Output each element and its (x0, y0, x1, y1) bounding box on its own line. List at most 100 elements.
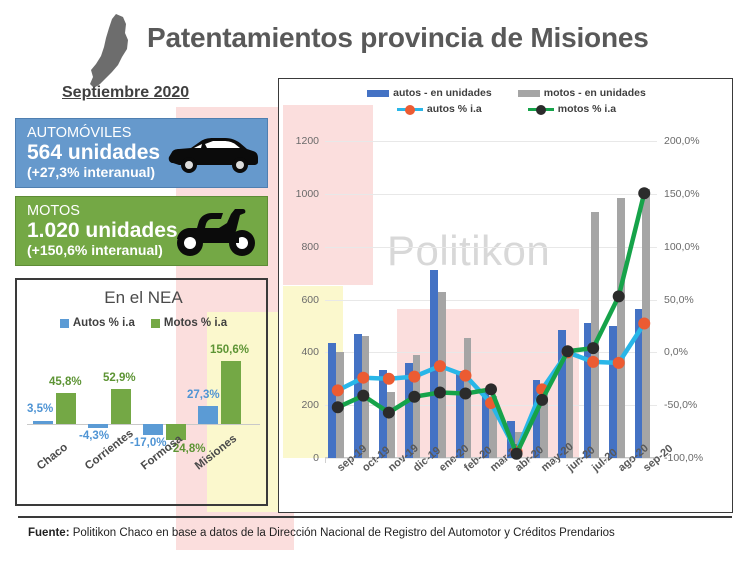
chart-line-series (331, 187, 651, 460)
chart-left-axis-tick: 400 (301, 346, 319, 359)
kpi-card-automoviles: AUTOMÓVILES 564 unidades (+27,3% interan… (15, 118, 268, 188)
nea-bar-autos-formosa (143, 424, 163, 435)
chart-legend-swatch-motos-line (527, 104, 554, 115)
nea-bar-motos-corrientes (111, 389, 131, 424)
nea-bar-autos-chaco (33, 421, 53, 424)
chart-bar-autos (634, 309, 643, 458)
kpi-motos-value: 1.020 unidades (27, 219, 178, 243)
chart-right-axis-tick: 50,0% (664, 293, 694, 306)
chart-left-axis-tick: 200 (301, 399, 319, 412)
nea-label-motos-chaco: 45,8% (49, 376, 82, 388)
nea-bar-autos-corrientes (88, 424, 108, 428)
chart-right-axis-tick: -100,0% (664, 452, 704, 464)
chart-bar-autos (532, 380, 541, 458)
chart-left-axis-tick: 800 (301, 240, 319, 253)
chart-legend-item-motos-unidades: motos - en unidades (517, 87, 646, 99)
nea-label-motos-corrientes: 52,9% (103, 372, 136, 384)
chart-left-axis-tick: 1200 (295, 135, 319, 147)
kpi-autos-change: (+27,3% interanual) (27, 164, 155, 181)
chart-legend-label-motos-ia: motos % i.a (557, 103, 617, 115)
chart-bar-autos (328, 343, 336, 458)
nea-label-autos-corrientes: -4,3% (79, 430, 110, 442)
chart-legend-label-autos-bar: autos - en unidades (393, 87, 492, 99)
chart-bar-autos (456, 370, 464, 458)
chart-gridline (325, 193, 657, 195)
nea-label-autos-misiones: 27,3% (187, 389, 220, 401)
chart-gridline (325, 352, 657, 354)
misiones-province-map-icon (82, 12, 140, 90)
chart-x-tick (452, 458, 454, 463)
nea-legend-swatch-motos (150, 318, 160, 328)
chart-legend-label-motos-bar: motos - en unidades (543, 87, 646, 99)
chart-left-axis-tick: 1000 (295, 187, 319, 200)
chart-x-tick (554, 458, 556, 463)
chart-bar-motos (438, 291, 446, 458)
chart-right-axis-tick: 200,0% (664, 135, 700, 147)
chart-bar-motos (412, 354, 421, 458)
page-subtitle: Septiembre 2020 (62, 84, 190, 101)
page-title: Patentamientos provincia de Misiones (147, 22, 649, 53)
chart-legend-swatch-autos-bar (367, 89, 390, 97)
kpi-card-motos: MOTOS 1.020 unidades (+150,6% interanual… (15, 196, 268, 266)
chart-legend-swatch-autos-line (396, 104, 423, 115)
kpi-motos-change: (+150,6% interanual) (27, 242, 163, 259)
chart-x-tick (529, 458, 531, 463)
car-icon (167, 135, 259, 175)
chart-x-tick (376, 458, 378, 463)
kpi-autos-value: 564 unidades (27, 141, 161, 165)
nea-panel: En el NEA Autos % i.a Motos % i.a 3,5% 4… (15, 278, 268, 506)
chart-x-tick (503, 458, 505, 463)
chart-legend-item-motos-ia: motos % i.a (527, 103, 617, 115)
chart-right-axis-tick: 0,0% (664, 346, 688, 359)
chart-gridline (325, 458, 657, 459)
chart-bar-autos (404, 362, 413, 458)
nea-label-autos-formosa: -17,0% (130, 437, 167, 449)
chart-gridline (325, 141, 657, 142)
kpi-autos-label: AUTOMÓVILES (27, 125, 132, 141)
chart-bar-autos (481, 391, 490, 458)
main-chart-panel: Politikon autos - en unidades motos - en… (278, 78, 733, 513)
nea-legend-label-motos: Motos % i.a (163, 317, 228, 329)
nea-bar-motos-formosa (166, 424, 186, 440)
chart-x-tick (350, 458, 352, 463)
chart-right-axis-tick: 100,0% (664, 240, 700, 253)
source-note: Fuente: Politikon Chaco en base a datos … (28, 527, 615, 539)
chart-legend-row-bars: autos - en unidades motos - en unidades (367, 87, 646, 99)
footer-divider (18, 516, 732, 518)
chart-gridline (325, 299, 657, 301)
chart-bar-motos (387, 391, 395, 458)
chart-x-tick (605, 458, 607, 463)
chart-plot-area: 1200 1000 800 600 400 200 0 200,0% 150,0% 100,0% 5… (296, 135, 703, 474)
chart-bar-motos (489, 395, 497, 458)
chart-right-axis-tick: 150,0% (664, 187, 700, 200)
chart-highlight-pink-top (283, 105, 373, 285)
chart-x-tick (325, 458, 326, 463)
chart-legend-row-lines: autos % i.a motos % i.a (396, 103, 617, 115)
scooter-icon (177, 205, 259, 260)
source-note-text: Politikon Chaco en base a datos de la Di… (69, 527, 615, 539)
chart-bar-autos (609, 325, 617, 458)
chart-legend: autos - en unidades motos - en unidades … (279, 87, 734, 115)
chart-legend-item-autos-ia: autos % i.a (396, 103, 482, 115)
nea-bar-motos-misiones (221, 361, 241, 424)
nea-label-motos-formosa: -24,8% (169, 443, 206, 455)
nea-legend-item-autos: Autos % i.a (59, 317, 135, 329)
nea-title: En el NEA (104, 288, 183, 307)
source-note-prefix: Fuente: (28, 527, 70, 539)
chart-gridline (325, 246, 657, 248)
chart-right-axis-tick: -50,0% (664, 399, 698, 412)
nea-label-motos-misiones: 150,6% (210, 344, 250, 356)
chart-bar-motos (540, 393, 548, 458)
watermark: Politikon (387, 227, 551, 274)
chart-bar-autos (583, 323, 592, 458)
chart-legend-item-autos-unidades: autos - en unidades (367, 87, 492, 99)
chart-bar-motos (565, 353, 574, 458)
chart-left-axis-tick: 0 (313, 452, 319, 464)
nea-bar-motos-chaco (56, 393, 76, 424)
chart-left-axis-tick: 600 (301, 293, 319, 306)
nea-plot-area: 3,5% 45,8% -4,3% 52,9% -17,0% -24,8% 27,… (27, 336, 260, 455)
chart-x-tick (401, 458, 403, 463)
nea-legend-item-motos: Motos % i.a (150, 317, 228, 329)
kpi-motos-label: MOTOS (27, 203, 80, 219)
